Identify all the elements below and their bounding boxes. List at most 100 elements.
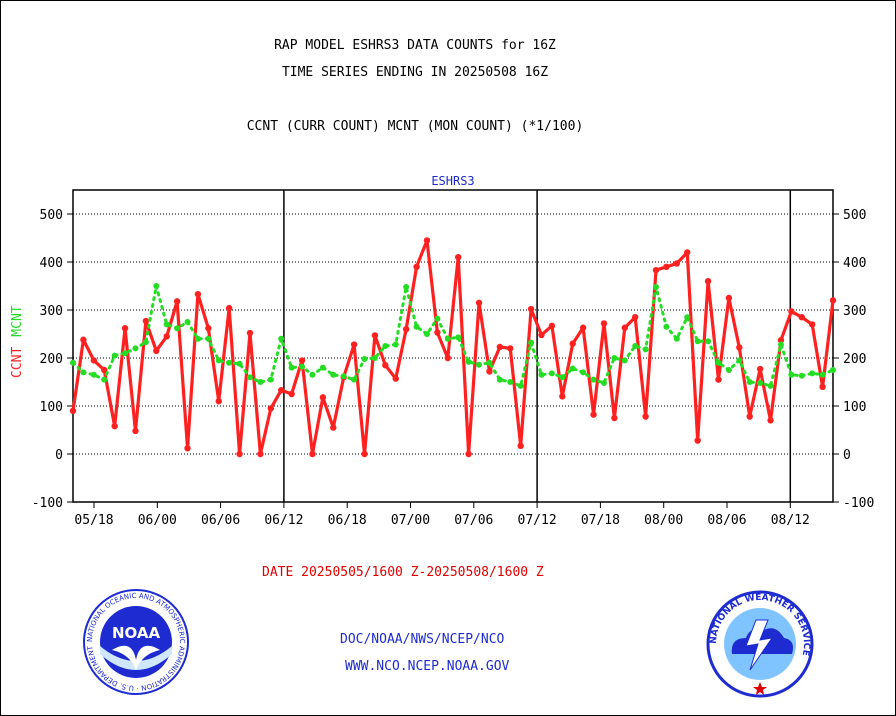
data-point-ccnt	[600, 320, 608, 327]
data-point-ccnt	[163, 333, 170, 340]
data-point-mcnt	[809, 370, 816, 377]
ytick-label-right: 300	[843, 304, 866, 319]
data-point-mcnt	[705, 338, 712, 345]
data-point-mcnt	[299, 363, 306, 370]
data-point-ccnt	[507, 345, 514, 352]
y-axis-label-part: MCNT	[10, 305, 25, 336]
org-path: DOC/NOAA/NWS/NCEP/NCO	[340, 632, 505, 647]
data-point-ccnt	[663, 263, 670, 270]
data-point-ccnt	[694, 437, 701, 444]
data-point-mcnt	[80, 369, 87, 376]
ytick-label-right: 400	[843, 256, 866, 271]
data-point-mcnt	[194, 335, 201, 342]
data-point-mcnt	[184, 319, 191, 325]
data-point-mcnt	[90, 371, 97, 378]
data-point-mcnt	[278, 335, 285, 342]
data-point-ccnt	[298, 357, 306, 364]
data-point-mcnt	[142, 339, 149, 346]
data-point-mcnt	[476, 361, 483, 368]
chart-title: ESHRS3	[431, 174, 474, 188]
data-point-mcnt	[538, 371, 545, 378]
data-point-mcnt	[174, 325, 181, 332]
data-point-ccnt	[402, 326, 410, 333]
data-point-mcnt	[569, 365, 576, 372]
data-point-ccnt	[225, 304, 233, 312]
data-point-ccnt	[829, 297, 837, 304]
data-point-ccnt	[121, 325, 129, 332]
data-point-ccnt	[246, 329, 254, 337]
data-point-mcnt	[663, 323, 670, 330]
data-point-ccnt	[642, 413, 649, 420]
ytick-label-left: 100	[40, 400, 63, 415]
series-mcnt	[70, 283, 836, 389]
data-point-mcnt	[236, 360, 243, 367]
xtick-label: 08/12	[771, 513, 810, 528]
data-point-mcnt	[590, 376, 597, 383]
data-point-ccnt	[538, 331, 545, 339]
data-point-ccnt	[205, 325, 212, 332]
data-point-mcnt	[715, 359, 722, 366]
data-point-mcnt	[611, 355, 618, 361]
data-point-mcnt	[496, 376, 503, 383]
xtick-label: 07/18	[581, 513, 620, 528]
data-point-ccnt	[548, 322, 556, 330]
ytick-label-left: 300	[40, 304, 63, 319]
data-point-mcnt	[465, 358, 472, 365]
data-point-mcnt	[757, 379, 764, 386]
ytick-label-right: 200	[843, 352, 866, 367]
ytick-label-left: -100	[32, 496, 63, 511]
data-point-ccnt	[579, 324, 587, 331]
data-point-mcnt	[70, 359, 76, 366]
xtick-label: 05/18	[74, 513, 113, 528]
data-point-mcnt	[122, 350, 129, 357]
data-point-mcnt	[153, 283, 160, 289]
data-point-mcnt	[642, 346, 649, 353]
data-point-mcnt	[361, 355, 368, 362]
data-point-ccnt	[267, 405, 275, 412]
data-point-ccnt	[736, 344, 743, 351]
data-point-ccnt	[808, 321, 816, 328]
data-point-ccnt	[819, 383, 826, 390]
data-point-mcnt	[559, 374, 566, 381]
data-point-ccnt	[559, 393, 566, 400]
xtick-label: 07/12	[518, 513, 557, 528]
data-point-ccnt	[80, 336, 87, 343]
nws-logo-icon: NATIONAL WEATHER SERVICE	[706, 590, 814, 698]
data-point-ccnt	[465, 450, 472, 458]
data-point-ccnt	[184, 445, 191, 452]
data-point-ccnt	[90, 357, 98, 364]
data-point-mcnt	[725, 367, 732, 373]
data-point-mcnt	[684, 314, 691, 321]
data-point-ccnt	[257, 450, 264, 458]
data-point-mcnt	[132, 345, 139, 352]
data-point-ccnt	[382, 362, 389, 369]
data-point-ccnt	[215, 398, 222, 405]
data-point-ccnt	[486, 368, 493, 375]
data-point-mcnt	[392, 341, 399, 348]
data-point-mcnt	[382, 343, 389, 349]
data-point-ccnt	[767, 417, 774, 424]
data-point-ccnt	[194, 290, 202, 298]
data-point-mcnt	[319, 364, 326, 371]
data-point-ccnt	[788, 308, 795, 315]
data-point-ccnt	[496, 343, 504, 351]
title-line-3: CCNT (CURR COUNT) MCNT (MON COUNT) (*1/1…	[246, 119, 584, 134]
ytick-label-right: 0	[843, 448, 851, 463]
data-point-mcnt	[413, 323, 420, 330]
data-point-ccnt	[236, 450, 243, 458]
date-range: DATE 20250505/1600 Z-20250508/1600 Z	[262, 565, 544, 580]
data-point-mcnt	[486, 359, 493, 366]
data-point-mcnt	[777, 341, 784, 348]
data-point-mcnt	[403, 283, 410, 290]
data-point-mcnt	[580, 369, 587, 376]
data-point-ccnt	[413, 263, 420, 270]
xtick-label: 06/00	[138, 513, 177, 528]
website-url: WWW.NCO.NCEP.NOAA.GOV	[345, 659, 510, 674]
data-point-ccnt	[631, 314, 639, 321]
data-point-ccnt	[725, 294, 733, 302]
data-point-ccnt	[798, 314, 805, 321]
series-line-ccnt	[71, 238, 835, 456]
plot-area-border	[72, 189, 834, 503]
data-point-mcnt	[257, 379, 264, 385]
